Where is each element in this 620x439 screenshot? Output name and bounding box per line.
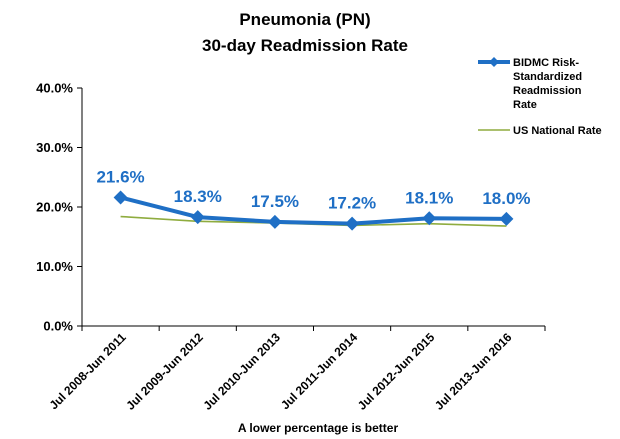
x-tick-label: Jul 2012-Jun 2015: [355, 330, 438, 413]
chart-legend: BIDMC Risk- Standardized Readmission Rate US…: [478, 57, 602, 137]
data-label: 18.1%: [405, 188, 453, 207]
legend-label-bidmc: Standardized: [513, 71, 582, 83]
bidmc-point: [267, 214, 282, 229]
legend-label-national: US National Rate: [513, 125, 602, 137]
y-tick-label: 0.0%: [43, 319, 73, 334]
x-tick-label: Jul 2010-Jun 2013: [200, 330, 283, 413]
data-label: 21.6%: [96, 167, 144, 186]
data-label: 18.0%: [482, 189, 530, 208]
legend-label-bidmc: Rate: [513, 99, 537, 111]
x-tick-label: Jul 2011-Jun 2014: [278, 330, 360, 412]
legend-label-bidmc: Readmission: [513, 85, 582, 97]
y-tick-label: 20.0%: [36, 200, 73, 215]
chart-note: A lower percentage is better: [238, 421, 399, 435]
bidmc-point: [190, 210, 205, 225]
data-label: 18.3%: [174, 187, 222, 206]
bidmc-point: [499, 211, 514, 226]
x-tick-label: Jul 2008-Jun 2011: [47, 330, 129, 412]
chart-title-line2: 30-day Readmission Rate: [202, 36, 408, 55]
chart-axes: 0.0% 10.0% 20.0% 30.0% 40.0% Jul 2008-Jun 201…: [36, 81, 546, 413]
series-layer: 21.6% 18.3% 17.5% 17.2% 18.1% 18.0%: [96, 167, 531, 231]
y-tick-label: 10.0%: [36, 259, 73, 274]
bidmc-point: [422, 211, 437, 226]
bidmc-series-line: [120, 195, 507, 226]
data-label: 17.5%: [251, 192, 299, 211]
x-tick-label: Jul 2009-Jun 2012: [123, 330, 206, 413]
x-tick-label: Jul 2013-Jun 2016: [432, 330, 515, 413]
y-tick-label: 40.0%: [36, 81, 73, 96]
legend-marker-bidmc: [489, 57, 499, 67]
y-tick-label: 30.0%: [36, 140, 73, 155]
chart-title-line1: Pneumonia (PN): [239, 10, 370, 29]
data-label: 17.2%: [328, 194, 376, 213]
bidmc-point: [113, 190, 128, 205]
legend-label-bidmc: BIDMC Risk-: [513, 57, 579, 69]
bidmc-point: [345, 216, 360, 231]
